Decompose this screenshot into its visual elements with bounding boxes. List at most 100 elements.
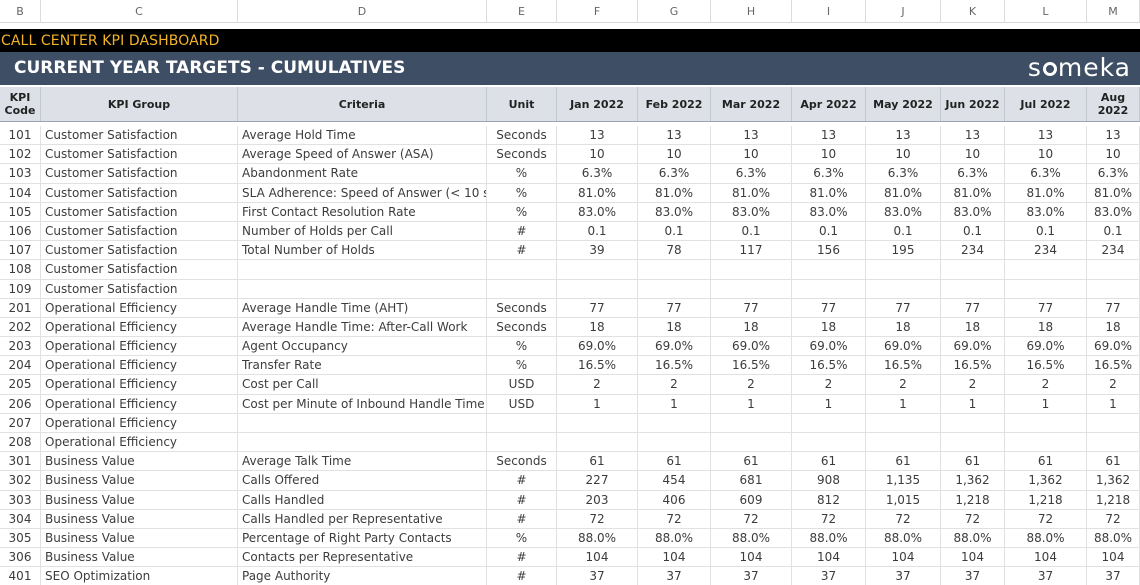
month-value-cell[interactable]: 13 <box>1087 126 1140 145</box>
month-value-cell[interactable]: 61 <box>1087 452 1140 471</box>
kpi-code-cell[interactable]: 305 <box>0 528 41 548</box>
month-value-cell[interactable]: 1 <box>638 394 711 413</box>
month-value-cell[interactable] <box>792 413 866 432</box>
kpi-group-cell[interactable]: Customer Satisfaction <box>41 164 238 183</box>
kpi-group-cell[interactable]: Customer Satisfaction <box>41 260 238 279</box>
month-value-cell[interactable]: 83.0% <box>941 202 1005 221</box>
month-value-cell[interactable]: 13 <box>1005 126 1087 145</box>
criteria-cell[interactable]: Average Handle Time: After-Call Work <box>238 317 487 337</box>
kpi-code-cell[interactable]: 201 <box>0 298 41 317</box>
month-value-cell[interactable]: 10 <box>941 145 1005 164</box>
month-value-cell[interactable]: 104 <box>711 548 792 567</box>
column-letter[interactable]: E <box>487 0 557 23</box>
month-value-cell[interactable]: 77 <box>1087 298 1140 317</box>
kpi-group-cell[interactable]: Operational Efficiency <box>41 433 238 452</box>
unit-cell[interactable] <box>487 433 557 452</box>
month-value-cell[interactable]: 88.0% <box>638 528 711 548</box>
month-value-cell[interactable]: 16.5% <box>1087 356 1140 375</box>
month-value-cell[interactable] <box>638 279 711 298</box>
column-letter[interactable]: F <box>557 0 638 23</box>
month-value-cell[interactable]: 72 <box>1005 509 1087 528</box>
month-value-cell[interactable]: 10 <box>1005 145 1087 164</box>
month-value-cell[interactable]: 6.3% <box>792 164 866 183</box>
unit-cell[interactable]: % <box>487 528 557 548</box>
kpi-code-cell[interactable]: 205 <box>0 375 41 394</box>
kpi-code-cell[interactable]: 304 <box>0 509 41 528</box>
month-value-cell[interactable]: 0.1 <box>866 221 941 241</box>
month-value-cell[interactable]: 2 <box>711 375 792 394</box>
kpi-code-cell[interactable]: 102 <box>0 145 41 164</box>
month-value-cell[interactable]: 88.0% <box>792 528 866 548</box>
kpi-group-cell[interactable]: Business Value <box>41 509 238 528</box>
month-value-cell[interactable]: 61 <box>557 452 638 471</box>
unit-cell[interactable] <box>487 413 557 432</box>
month-value-cell[interactable]: 83.0% <box>711 202 792 221</box>
month-value-cell[interactable]: 13 <box>638 126 711 145</box>
kpi-group-cell[interactable]: Customer Satisfaction <box>41 221 238 241</box>
month-value-cell[interactable]: 88.0% <box>941 528 1005 548</box>
kpi-code-cell[interactable]: 204 <box>0 356 41 375</box>
criteria-cell[interactable]: Average Handle Time (AHT) <box>238 298 487 317</box>
month-value-cell[interactable]: 81.0% <box>1005 183 1087 202</box>
unit-cell[interactable]: Seconds <box>487 317 557 337</box>
unit-cell[interactable]: Seconds <box>487 452 557 471</box>
criteria-cell[interactable]: Abandonment Rate <box>238 164 487 183</box>
kpi-group-cell[interactable]: Operational Efficiency <box>41 337 238 356</box>
criteria-cell[interactable]: Calls Handled <box>238 490 487 509</box>
month-value-cell[interactable]: 227 <box>557 471 638 490</box>
month-value-cell[interactable] <box>1087 279 1140 298</box>
month-value-cell[interactable]: 6.3% <box>1087 164 1140 183</box>
month-value-cell[interactable]: 1 <box>557 394 638 413</box>
month-value-cell[interactable]: 13 <box>941 126 1005 145</box>
month-value-cell[interactable]: 16.5% <box>941 356 1005 375</box>
month-value-cell[interactable]: 195 <box>866 241 941 260</box>
month-value-cell[interactable]: 1,218 <box>941 490 1005 509</box>
month-value-cell[interactable]: 104 <box>1087 548 1140 567</box>
month-value-cell[interactable] <box>557 433 638 452</box>
month-value-cell[interactable] <box>711 279 792 298</box>
kpi-code-cell[interactable]: 301 <box>0 452 41 471</box>
month-value-cell[interactable] <box>638 260 711 279</box>
month-value-cell[interactable] <box>792 279 866 298</box>
month-value-cell[interactable]: 6.3% <box>1005 164 1087 183</box>
month-value-cell[interactable]: 1,218 <box>1005 490 1087 509</box>
month-value-cell[interactable]: 1,362 <box>941 471 1005 490</box>
column-letter[interactable]: J <box>866 0 941 23</box>
month-value-cell[interactable]: 37 <box>866 567 941 585</box>
month-value-cell[interactable]: 104 <box>638 548 711 567</box>
month-value-cell[interactable]: 69.0% <box>1087 337 1140 356</box>
month-value-cell[interactable]: 10 <box>866 145 941 164</box>
month-value-cell[interactable]: 77 <box>866 298 941 317</box>
month-value-cell[interactable]: 6.3% <box>941 164 1005 183</box>
month-value-cell[interactable] <box>941 279 1005 298</box>
month-value-cell[interactable]: 77 <box>792 298 866 317</box>
month-value-cell[interactable]: 10 <box>557 145 638 164</box>
kpi-group-cell[interactable]: Customer Satisfaction <box>41 202 238 221</box>
column-letter[interactable]: L <box>1005 0 1087 23</box>
month-value-cell[interactable]: 0.1 <box>792 221 866 241</box>
month-value-cell[interactable] <box>1087 260 1140 279</box>
month-value-cell[interactable] <box>941 260 1005 279</box>
month-value-cell[interactable]: 10 <box>638 145 711 164</box>
month-value-cell[interactable]: 0.1 <box>941 221 1005 241</box>
month-value-cell[interactable]: 88.0% <box>711 528 792 548</box>
criteria-cell[interactable] <box>238 260 487 279</box>
unit-cell[interactable]: % <box>487 356 557 375</box>
month-value-cell[interactable]: 6.3% <box>711 164 792 183</box>
month-value-cell[interactable]: 77 <box>1005 298 1087 317</box>
kpi-group-cell[interactable]: Business Value <box>41 548 238 567</box>
month-value-cell[interactable]: 81.0% <box>638 183 711 202</box>
month-value-cell[interactable]: 6.3% <box>638 164 711 183</box>
column-letter[interactable]: D <box>238 0 487 23</box>
month-value-cell[interactable] <box>792 433 866 452</box>
kpi-code-cell[interactable]: 303 <box>0 490 41 509</box>
month-value-cell[interactable]: 69.0% <box>1005 337 1087 356</box>
unit-cell[interactable]: Seconds <box>487 298 557 317</box>
criteria-cell[interactable]: Average Hold Time <box>238 126 487 145</box>
criteria-cell[interactable]: Calls Offered <box>238 471 487 490</box>
month-value-cell[interactable]: 0.1 <box>638 221 711 241</box>
kpi-code-cell[interactable]: 401 <box>0 567 41 585</box>
kpi-code-cell[interactable]: 103 <box>0 164 41 183</box>
month-value-cell[interactable]: 18 <box>557 317 638 337</box>
month-value-cell[interactable]: 72 <box>941 509 1005 528</box>
